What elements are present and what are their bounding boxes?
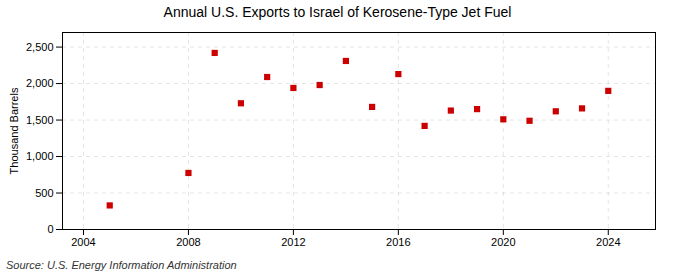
html-text:Annual U.S. Exports to Israel: Annual U.S. Exports to Israel of Kerosen… [163,4,512,20]
svg-text:2004: 2004 [71,236,95,248]
svg-text:Thousand Barrels: Thousand Barrels [8,87,20,174]
svg-text:2,000: 2,000 [26,77,54,89]
svg-text:2024: 2024 [596,236,620,248]
svg-text:0: 0 [47,223,53,235]
svg-text:2012: 2012 [281,236,305,248]
svg-text:2008: 2008 [176,236,200,248]
svg-text:500: 500 [35,187,53,199]
svg-text:1,500: 1,500 [26,114,54,126]
html-text:Source: U.S. Energy Informatio: Source: U.S. Energy Information Administ… [6,259,237,271]
svg-text:2020: 2020 [491,236,515,248]
svg-text:1,000: 1,000 [26,150,54,162]
svg-text:2,500: 2,500 [26,41,54,53]
svg-text:2016: 2016 [386,236,410,248]
